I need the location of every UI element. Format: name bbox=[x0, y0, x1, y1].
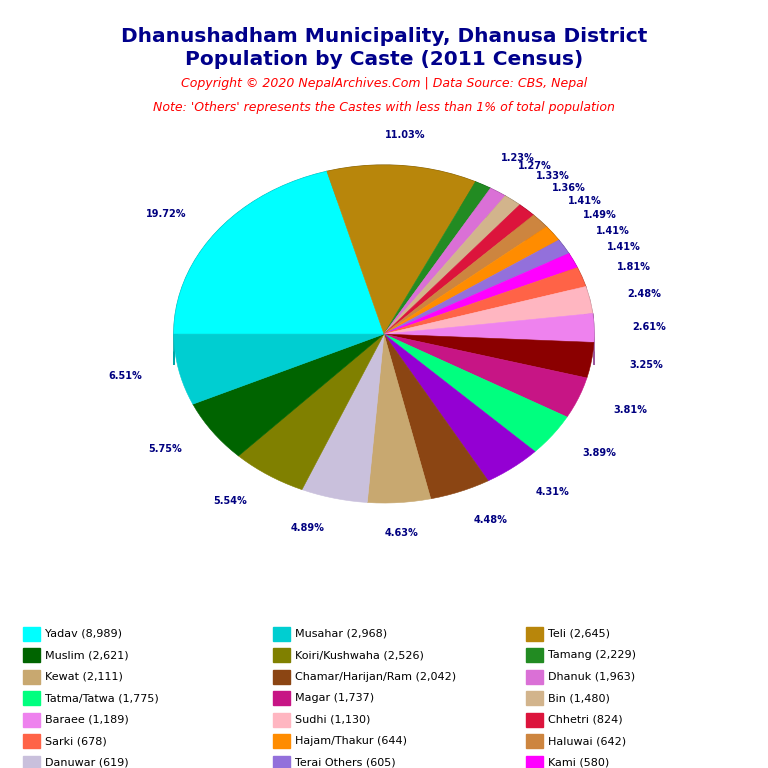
Text: 1.33%: 1.33% bbox=[535, 171, 569, 181]
Text: 1.36%: 1.36% bbox=[552, 183, 586, 193]
Text: Musahar (2,968): Musahar (2,968) bbox=[295, 628, 387, 639]
Text: Danuwar (619): Danuwar (619) bbox=[45, 757, 129, 768]
Text: 1.41%: 1.41% bbox=[568, 196, 602, 206]
Text: Hajam/Thakur (644): Hajam/Thakur (644) bbox=[295, 736, 407, 746]
Text: Terai Others (605): Terai Others (605) bbox=[295, 757, 396, 768]
Polygon shape bbox=[367, 334, 431, 503]
Text: Kami (580): Kami (580) bbox=[548, 757, 610, 768]
Polygon shape bbox=[384, 313, 594, 343]
Text: 4.48%: 4.48% bbox=[474, 515, 508, 525]
Text: 11.03%: 11.03% bbox=[386, 131, 426, 141]
Text: Dhanuk (1,963): Dhanuk (1,963) bbox=[548, 671, 635, 682]
Text: Tatma/Tatwa (1,775): Tatma/Tatwa (1,775) bbox=[45, 693, 159, 703]
Text: Teli (2,645): Teli (2,645) bbox=[548, 628, 611, 639]
Text: 1.27%: 1.27% bbox=[518, 161, 552, 171]
Polygon shape bbox=[546, 227, 558, 271]
Text: Kewat (2,111): Kewat (2,111) bbox=[45, 671, 123, 682]
Text: Copyright © 2020 NepalArchives.Com | Data Source: CBS, Nepal: Copyright © 2020 NepalArchives.Com | Dat… bbox=[181, 77, 587, 90]
Polygon shape bbox=[593, 313, 594, 365]
Text: Chamar/Harijan/Ram (2,042): Chamar/Harijan/Ram (2,042) bbox=[295, 671, 456, 682]
Text: 5.75%: 5.75% bbox=[148, 445, 182, 455]
Polygon shape bbox=[578, 267, 586, 317]
Text: Koiri/Kushwaha (2,526): Koiri/Kushwaha (2,526) bbox=[295, 650, 424, 660]
Polygon shape bbox=[384, 215, 546, 334]
Polygon shape bbox=[384, 188, 505, 334]
Polygon shape bbox=[384, 267, 586, 334]
Text: 2.48%: 2.48% bbox=[627, 289, 660, 299]
Text: Baraee (1,189): Baraee (1,189) bbox=[45, 714, 129, 725]
Text: Dhanushadham Municipality, Dhanusa District: Dhanushadham Municipality, Dhanusa Distr… bbox=[121, 27, 647, 46]
Polygon shape bbox=[384, 286, 593, 334]
Polygon shape bbox=[174, 171, 384, 334]
Polygon shape bbox=[302, 334, 384, 502]
Polygon shape bbox=[384, 334, 587, 417]
Text: 3.81%: 3.81% bbox=[614, 405, 647, 415]
Text: Sudhi (1,130): Sudhi (1,130) bbox=[295, 714, 370, 725]
Text: 1.41%: 1.41% bbox=[596, 226, 630, 236]
Text: Population by Caste (2011 Census): Population by Caste (2011 Census) bbox=[185, 50, 583, 69]
Polygon shape bbox=[475, 182, 490, 219]
Polygon shape bbox=[384, 205, 534, 334]
Text: 4.31%: 4.31% bbox=[536, 487, 570, 497]
Text: 1.23%: 1.23% bbox=[501, 153, 535, 163]
Text: 5.54%: 5.54% bbox=[214, 495, 247, 505]
Text: Muslim (2,621): Muslim (2,621) bbox=[45, 650, 129, 660]
Text: 1.81%: 1.81% bbox=[617, 262, 651, 272]
Polygon shape bbox=[174, 334, 384, 404]
Polygon shape bbox=[505, 196, 520, 236]
Text: 1.49%: 1.49% bbox=[583, 210, 617, 220]
Polygon shape bbox=[384, 334, 567, 452]
Text: 6.51%: 6.51% bbox=[108, 372, 142, 382]
Polygon shape bbox=[384, 196, 520, 334]
Polygon shape bbox=[586, 286, 593, 344]
Polygon shape bbox=[569, 253, 578, 298]
Polygon shape bbox=[384, 227, 558, 334]
Polygon shape bbox=[238, 334, 384, 490]
Text: 2.61%: 2.61% bbox=[632, 322, 666, 332]
Polygon shape bbox=[558, 240, 569, 284]
Text: 3.89%: 3.89% bbox=[583, 449, 617, 458]
Text: Sarki (678): Sarki (678) bbox=[45, 736, 107, 746]
Polygon shape bbox=[384, 334, 488, 498]
Polygon shape bbox=[384, 253, 578, 334]
Text: Magar (1,737): Magar (1,737) bbox=[295, 693, 374, 703]
Polygon shape bbox=[534, 215, 546, 257]
Polygon shape bbox=[174, 171, 327, 365]
Polygon shape bbox=[327, 165, 475, 213]
Text: Tamang (2,229): Tamang (2,229) bbox=[548, 650, 637, 660]
Polygon shape bbox=[327, 165, 475, 334]
Text: Haluwai (642): Haluwai (642) bbox=[548, 736, 627, 746]
Text: Note: 'Others' represents the Castes with less than 1% of total population: Note: 'Others' represents the Castes wit… bbox=[153, 101, 615, 114]
Text: 4.89%: 4.89% bbox=[291, 523, 325, 533]
Text: Bin (1,480): Bin (1,480) bbox=[548, 693, 611, 703]
Polygon shape bbox=[193, 334, 384, 456]
Polygon shape bbox=[490, 188, 505, 227]
Text: Chhetri (824): Chhetri (824) bbox=[548, 714, 623, 725]
Polygon shape bbox=[384, 240, 569, 334]
Text: 4.63%: 4.63% bbox=[385, 528, 419, 538]
Polygon shape bbox=[384, 334, 594, 378]
Text: Yadav (8,989): Yadav (8,989) bbox=[45, 628, 122, 639]
Text: 3.25%: 3.25% bbox=[629, 360, 663, 370]
Polygon shape bbox=[384, 182, 490, 334]
Polygon shape bbox=[384, 334, 535, 481]
Polygon shape bbox=[520, 205, 534, 246]
Text: 1.41%: 1.41% bbox=[607, 242, 641, 252]
Text: 19.72%: 19.72% bbox=[146, 209, 187, 219]
